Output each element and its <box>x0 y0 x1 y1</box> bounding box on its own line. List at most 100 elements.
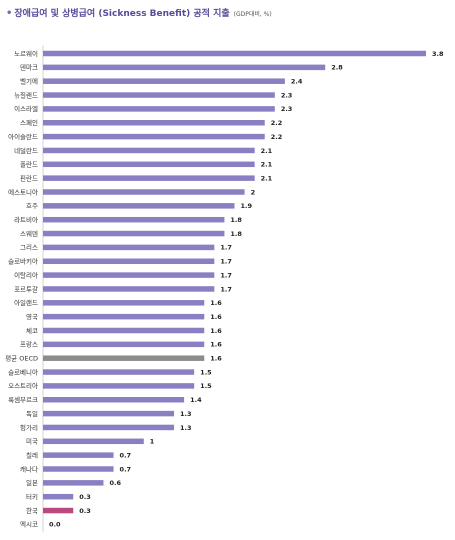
value-label-이탈리아: 1.7 <box>220 271 232 279</box>
bar-핀란드 <box>43 175 255 181</box>
category-label-덴마크: 덴마크 <box>20 63 38 72</box>
chart-header: • 장애급여 및 상병급여 (Sickness Benefit) 공적 지출 (… <box>6 6 272 22</box>
category-label-스페인: 스페인 <box>20 118 38 127</box>
bar-그리스 <box>43 244 215 251</box>
category-label-호주: 호주 <box>26 202 38 210</box>
value-label-스웨덴: 1.8 <box>230 230 242 238</box>
bar-포르투갈 <box>43 286 215 292</box>
category-label-캐나다: 캐나다 <box>20 464 38 473</box>
bar-덴마크 <box>43 64 326 71</box>
bar-일본 <box>43 480 104 486</box>
value-label-그리스: 1.7 <box>220 244 232 252</box>
bar-아이슬란드 <box>43 133 265 140</box>
value-label-미국: 1 <box>150 438 155 446</box>
value-label-포르투갈: 1.7 <box>220 285 232 293</box>
bar-슬로바키아 <box>43 258 215 264</box>
category-label-네덜란드: 네덜란드 <box>14 146 38 155</box>
bar-슬로베니아 <box>43 369 195 375</box>
value-label-뉴질랜드: 2.3 <box>281 91 293 99</box>
category-label-벨기에: 벨기에 <box>20 77 38 86</box>
bar-캐나다 <box>43 466 114 472</box>
value-label-체코: 1.6 <box>210 327 222 335</box>
category-label-슬로베니아: 슬로베니아 <box>8 367 38 376</box>
category-label-미국: 미국 <box>26 437 38 446</box>
bar-룩셈부르크 <box>43 397 185 403</box>
value-label-칠레: 0.7 <box>120 451 132 459</box>
value-label-프랑스: 1.6 <box>210 341 222 349</box>
bar-독일 <box>43 410 175 417</box>
value-label-덴마크: 2.8 <box>331 64 343 72</box>
category-label-일본: 일본 <box>26 478 38 487</box>
value-label-호주: 1.9 <box>241 202 253 210</box>
bar-오스트리아 <box>43 383 195 389</box>
bar-체코 <box>43 327 205 334</box>
category-label-아일랜드: 아일랜드 <box>14 298 38 307</box>
value-label-슬로베니아: 1.5 <box>200 368 212 376</box>
category-label-이탈리아: 이탈리아 <box>14 270 38 279</box>
category-label-스웨덴: 스웨덴 <box>20 229 38 238</box>
chart-subtitle: (GDP대비, %) <box>233 11 272 18</box>
value-label-독일: 1.3 <box>180 410 192 418</box>
bar-스웨덴 <box>43 230 225 237</box>
category-label-헝가리: 헝가리 <box>20 423 38 432</box>
category-label-핀란드: 핀란드 <box>20 173 38 182</box>
bar-이탈리아 <box>43 272 215 278</box>
value-label-노르웨이: 3.8 <box>432 50 444 58</box>
bar-호주 <box>43 203 235 209</box>
category-label-프랑스: 프랑스 <box>20 341 38 349</box>
bar-스페인 <box>43 120 265 126</box>
value-label-네덜란드: 2.1 <box>261 147 273 155</box>
category-label-터키: 터키 <box>26 492 38 501</box>
bar-프랑스 <box>43 341 205 348</box>
value-label-한국: 0.3 <box>79 507 91 515</box>
value-label-슬로바키아: 1.7 <box>220 258 232 266</box>
chart-title: 장애급여 및 상병급여 (Sickness Benefit) 공적 지출 <box>14 9 230 19</box>
bar-한국 <box>43 507 74 514</box>
bar-터키 <box>43 493 74 500</box>
value-label-스페인: 2.2 <box>271 119 283 127</box>
value-label-핀란드: 2.1 <box>261 174 273 182</box>
value-label-라트비아: 1.8 <box>230 216 242 224</box>
value-label-아이슬란드: 2.2 <box>271 133 283 141</box>
bar-영국 <box>43 313 205 320</box>
category-label-라트비아: 라트비아 <box>14 215 38 224</box>
category-label-포르투갈: 포르투갈 <box>14 285 38 293</box>
category-label-독일: 독일 <box>26 409 38 418</box>
category-label-오스트리아: 오스트리아 <box>8 381 38 390</box>
value-label-헝가리: 1.3 <box>180 424 192 432</box>
value-label-캐나다: 0.7 <box>120 465 132 473</box>
value-label-멕시코: 0.0 <box>49 521 61 529</box>
value-label-벨기에: 2.4 <box>291 78 303 86</box>
bar-에스토니아 <box>43 189 245 195</box>
category-label-슬로바키아: 슬로바키아 <box>8 257 38 266</box>
value-label-이스라엘: 2.3 <box>281 105 293 113</box>
bar-노르웨이 <box>43 50 426 57</box>
category-label-영국: 영국 <box>26 312 38 321</box>
bar-이스라엘 <box>43 106 275 112</box>
value-label-에스토니아: 2 <box>251 188 256 196</box>
category-label-멕시코: 멕시코 <box>20 520 38 529</box>
value-label-오스트리아: 1.5 <box>200 382 212 390</box>
bar-헝가리 <box>43 424 175 431</box>
title-bullet: • <box>6 8 13 19</box>
bar-라트비아 <box>43 216 225 223</box>
bar-뉴질랜드 <box>43 92 275 98</box>
category-label-아이슬란드: 아이슬란드 <box>8 132 38 141</box>
category-label-이스라엘: 이스라엘 <box>14 104 38 113</box>
bar-벨기에 <box>43 78 285 84</box>
value-label-아일랜드: 1.6 <box>210 299 222 307</box>
bar-네덜란드 <box>43 147 255 154</box>
value-label-폴란드: 2.1 <box>261 161 273 169</box>
category-label-한국: 한국 <box>26 507 38 515</box>
value-label-룩셈부르크: 1.4 <box>190 396 202 404</box>
category-label-뉴질랜드: 뉴질랜드 <box>14 90 38 99</box>
category-label-폴란드: 폴란드 <box>20 161 38 169</box>
category-label-칠레: 칠레 <box>26 450 38 459</box>
bar-칠레 <box>43 452 114 458</box>
value-label-영국: 1.6 <box>210 313 222 321</box>
bar-미국 <box>43 438 144 445</box>
category-label-평균-OECD: 평균 OECD <box>5 354 38 363</box>
category-label-체코: 체코 <box>26 327 38 335</box>
category-label-노르웨이: 노르웨이 <box>14 49 38 58</box>
